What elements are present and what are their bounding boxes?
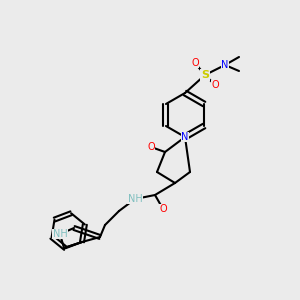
Text: NH: NH [52,229,68,239]
Text: NH: NH [128,194,142,204]
Text: N: N [181,132,189,142]
Text: N: N [221,60,229,70]
Text: O: O [147,142,155,152]
Text: O: O [191,58,199,68]
Text: O: O [159,204,167,214]
Text: O: O [211,80,219,90]
Text: S: S [201,70,209,80]
